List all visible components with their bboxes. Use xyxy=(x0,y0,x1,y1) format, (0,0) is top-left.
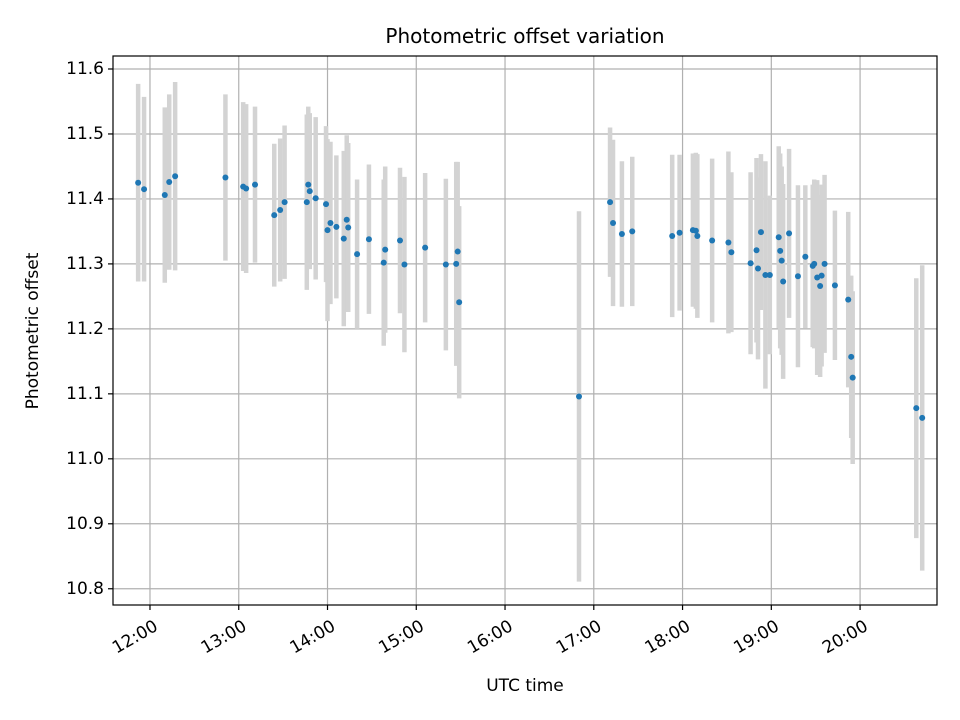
data-point xyxy=(345,224,352,231)
data-point xyxy=(303,199,310,206)
data-point xyxy=(831,282,838,289)
data-point xyxy=(757,229,764,236)
data-point xyxy=(919,414,926,421)
data-point xyxy=(396,237,403,244)
data-points xyxy=(135,173,926,421)
data-point xyxy=(821,260,828,267)
data-point xyxy=(913,405,920,412)
data-point xyxy=(725,239,732,246)
data-point xyxy=(753,247,760,254)
data-point xyxy=(794,273,801,280)
y-tick-label: 11.0 xyxy=(66,449,104,469)
data-point xyxy=(669,232,676,239)
y-axis-label: Photometric offset xyxy=(23,252,43,409)
data-point xyxy=(780,278,787,285)
data-point xyxy=(709,237,716,244)
data-point xyxy=(271,212,278,219)
data-point xyxy=(442,261,449,268)
data-point xyxy=(817,282,824,289)
y-tick-label: 11.5 xyxy=(66,124,104,144)
data-point xyxy=(575,393,582,400)
data-point xyxy=(365,236,372,243)
data-point xyxy=(845,296,852,303)
data-point xyxy=(135,179,142,186)
data-point xyxy=(728,249,735,256)
data-point xyxy=(252,181,259,188)
data-point xyxy=(607,199,614,206)
data-point xyxy=(277,206,284,213)
data-point xyxy=(848,353,855,360)
data-point xyxy=(762,271,769,278)
data-point xyxy=(610,219,617,226)
chart-title: Photometric offset variation xyxy=(385,24,664,48)
data-point xyxy=(327,219,334,226)
data-point xyxy=(629,228,636,235)
data-point xyxy=(692,227,699,234)
data-point xyxy=(775,234,782,241)
data-point xyxy=(401,261,408,268)
y-tick-label: 11.2 xyxy=(66,319,104,339)
data-point xyxy=(340,235,347,242)
data-point xyxy=(166,179,173,186)
data-point xyxy=(281,199,288,206)
data-point xyxy=(786,230,793,237)
data-point xyxy=(849,374,856,381)
x-axis-label: UTC time xyxy=(486,676,564,696)
data-point xyxy=(243,185,250,192)
data-point xyxy=(343,216,350,223)
data-point xyxy=(333,223,340,230)
y-axis-ticks: 10.8 10.9 11.0 11.1 11.2 11.3 11.4 11.5 11.6 xyxy=(66,59,113,599)
plot-frame xyxy=(112,55,938,606)
data-point xyxy=(747,260,754,267)
data-point xyxy=(818,272,825,279)
data-point xyxy=(694,232,701,239)
data-point xyxy=(323,201,330,208)
data-point xyxy=(161,192,168,199)
data-point xyxy=(305,181,312,188)
data-point xyxy=(222,174,229,181)
data-point xyxy=(754,265,761,272)
data-point xyxy=(778,257,785,264)
y-tick-label: 11.4 xyxy=(66,189,104,209)
y-tick-label: 11.1 xyxy=(66,384,104,404)
data-point xyxy=(306,188,313,195)
data-point xyxy=(618,231,625,238)
data-point xyxy=(676,229,683,236)
data-point xyxy=(802,253,809,260)
y-tick-label: 10.8 xyxy=(66,579,104,599)
data-point xyxy=(382,246,389,253)
data-point xyxy=(456,299,463,306)
data-point xyxy=(324,227,331,234)
data-point xyxy=(172,173,179,180)
y-tick-label: 10.9 xyxy=(66,514,104,534)
data-point xyxy=(453,260,460,267)
data-point xyxy=(811,260,818,267)
data-point xyxy=(354,251,361,258)
data-point xyxy=(141,186,148,193)
data-point xyxy=(380,259,387,266)
y-tick-label: 11.6 xyxy=(66,59,104,79)
data-point xyxy=(766,271,773,278)
data-point xyxy=(454,248,461,255)
data-point xyxy=(422,244,429,251)
y-tick-label: 11.3 xyxy=(66,254,104,274)
data-point xyxy=(312,195,319,202)
data-point xyxy=(777,247,784,254)
